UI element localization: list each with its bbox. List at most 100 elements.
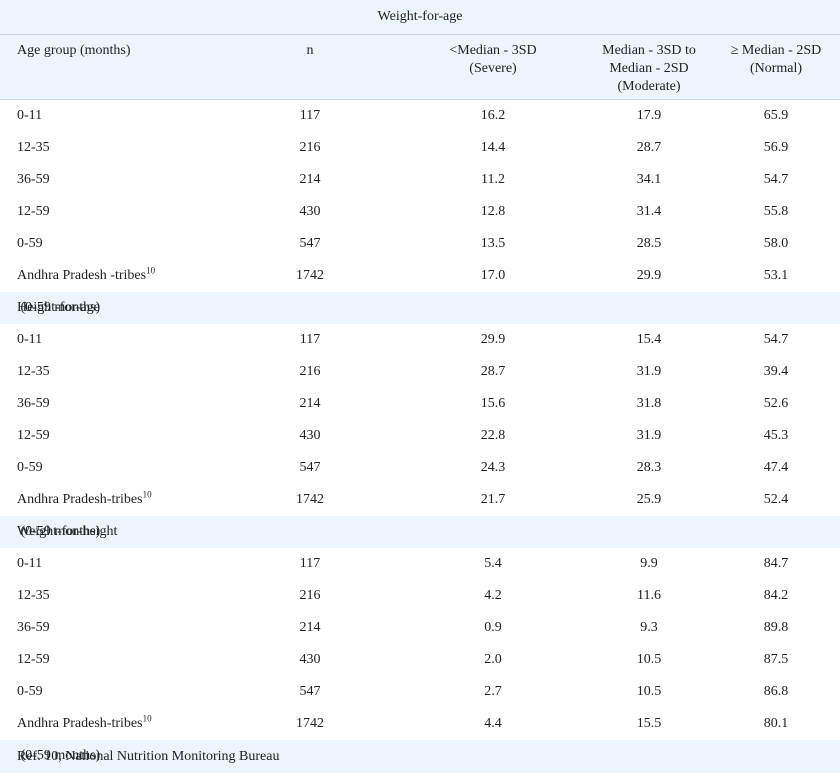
cell-moderate: 31.9	[636, 428, 662, 443]
table-row: Andhra Pradesh -tribes10 (0-59 months) 17…	[0, 260, 840, 315]
cell-normal: 39.4	[763, 364, 789, 379]
cell-moderate: 34.1	[636, 172, 662, 187]
table-row: 0-59 547 2.7 10.5 86.8	[0, 676, 840, 708]
section-title-row: Weight-for-height	[0, 516, 840, 548]
cell-n: 1742	[296, 268, 324, 283]
header-moderate: Median - 3SD to Median - 2SD (Moderate)	[586, 42, 712, 96]
cell-n: 214	[299, 620, 321, 635]
table-row: 36-59 214 15.6 31.8 52.6	[0, 388, 840, 420]
cell-moderate: 15.5	[636, 716, 662, 731]
cell-n: 1742	[296, 716, 324, 731]
table-title-row: Weight-for-age	[0, 0, 840, 34]
cell-normal: 54.7	[763, 332, 789, 347]
cell-severe: 17.0	[480, 268, 506, 283]
cell-severe: 0.9	[484, 620, 502, 635]
cell-severe: 4.2	[484, 588, 502, 603]
cell-n: 216	[299, 140, 321, 155]
header-age-group: Age group (months)	[17, 43, 131, 58]
cell-n: 547	[299, 236, 321, 251]
cell-age: Andhra Pradesh-tribes10 (0-59 months)	[0, 484, 220, 548]
header-row: Age group (months) n <Median - 3SD (Seve…	[0, 34, 840, 100]
header-moderate-line3: (Moderate)	[617, 79, 681, 94]
cell-moderate: 28.5	[636, 236, 662, 251]
table-row: 12-59 430 2.0 10.5 87.5	[0, 644, 840, 676]
cell-age: 0-11	[17, 556, 43, 571]
cell-n: 547	[299, 684, 321, 699]
cell-age: 0-11	[17, 108, 43, 123]
header-severe: <Median - 3SD (Severe)	[400, 42, 586, 78]
cell-normal: 56.9	[763, 140, 789, 155]
table-row: 12-35 216 4.2 11.6 84.2	[0, 580, 840, 612]
cell-severe: 11.2	[481, 172, 505, 187]
cell-age: 0-59	[17, 236, 43, 251]
cell-normal: 84.7	[763, 556, 789, 571]
cell-age: Andhra Pradesh-tribes10 (0-59 months)	[0, 708, 220, 772]
cell-normal: 52.6	[763, 396, 789, 411]
section-title-row: Height-for-age	[0, 292, 840, 324]
table-row: 12-59 430 12.8 31.4 55.8	[0, 196, 840, 228]
cell-age-suffix: (0-59 months)	[17, 524, 101, 539]
cell-age: 12-59	[17, 428, 50, 443]
cell-age: 12-35	[17, 140, 50, 155]
cell-age: Andhra Pradesh -tribes10 (0-59 months)	[0, 260, 220, 324]
header-severe-line1: <Median - 3SD	[449, 43, 537, 58]
cell-moderate: 10.5	[636, 684, 662, 699]
cell-age: 36-59	[17, 620, 50, 635]
cell-normal: 47.4	[763, 460, 789, 475]
section-title: Weight-for-height	[17, 524, 118, 539]
cell-moderate: 28.3	[636, 460, 662, 475]
cell-normal: 54.7	[763, 172, 789, 187]
cell-normal: 84.2	[763, 588, 789, 603]
cell-n: 430	[299, 428, 321, 443]
cell-n: 214	[299, 172, 321, 187]
cell-severe: 12.8	[480, 204, 506, 219]
cell-severe: 15.6	[480, 396, 506, 411]
table-row: 36-59 214 11.2 34.1 54.7	[0, 164, 840, 196]
reference-superscript: 10	[146, 265, 156, 276]
cell-moderate: 17.9	[636, 108, 662, 123]
cell-moderate: 28.7	[636, 140, 662, 155]
cell-moderate: 31.8	[636, 396, 662, 411]
table-body: 0-11 117 16.2 17.9 65.9 12-35 216 14.4 28.7 56.9 3…	[0, 100, 840, 763]
cell-normal: 89.8	[763, 620, 789, 635]
section-title-weight-for-age: Weight-for-age	[377, 9, 463, 24]
reference-superscript: 10	[142, 713, 152, 724]
cell-age-text: Andhra Pradesh -tribes	[17, 268, 147, 283]
cell-severe: 13.5	[480, 236, 506, 251]
cell-severe: 5.4	[484, 556, 502, 571]
cell-severe: 24.3	[480, 460, 506, 475]
cell-moderate: 29.9	[636, 268, 662, 283]
cell-severe: 22.8	[480, 428, 506, 443]
cell-severe: 2.7	[484, 684, 502, 699]
cell-severe: 21.7	[480, 492, 506, 507]
cell-moderate: 31.9	[636, 364, 662, 379]
cell-n: 430	[299, 652, 321, 667]
table-row: 0-59 547 13.5 28.5 58.0	[0, 228, 840, 260]
footnote: Ref. 10, National Nutrition Monitoring B…	[17, 749, 280, 764]
cell-severe: 4.4	[484, 716, 502, 731]
cell-n: 430	[299, 204, 321, 219]
cell-n: 1742	[296, 492, 324, 507]
cell-normal: 45.3	[763, 428, 789, 443]
table-row: Andhra Pradesh-tribes10 (0-59 months) 174…	[0, 708, 840, 763]
cell-moderate: 9.9	[640, 556, 658, 571]
cell-age: 0-11	[17, 332, 43, 347]
header-n: n	[306, 43, 314, 58]
cell-n: 214	[299, 396, 321, 411]
table-row: Andhra Pradesh-tribes10 (0-59 months) 174…	[0, 484, 840, 539]
cell-severe: 28.7	[480, 364, 506, 379]
header-moderate-line1: Median - 3SD to	[602, 43, 696, 58]
cell-age: 36-59	[17, 172, 50, 187]
footnote-row: Ref. 10, National Nutrition Monitoring B…	[0, 740, 840, 773]
cell-age: 36-59	[17, 396, 50, 411]
header-severe-line2: (Severe)	[469, 61, 517, 76]
header-normal: ≥ Median - 2SD (Normal)	[712, 42, 840, 78]
table-row: 0-59 547 24.3 28.3 47.4	[0, 452, 840, 484]
cell-n: 117	[299, 108, 321, 123]
cell-normal: 86.8	[763, 684, 789, 699]
cell-age: 12-59	[17, 652, 50, 667]
cell-age-suffix: (0-59 months)	[17, 748, 101, 763]
cell-moderate: 9.3	[640, 620, 658, 635]
cell-n: 117	[299, 556, 321, 571]
